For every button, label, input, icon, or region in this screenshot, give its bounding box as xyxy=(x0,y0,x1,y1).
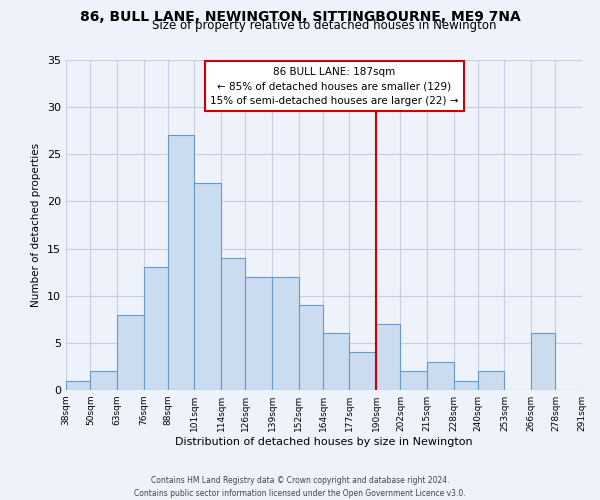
Bar xyxy=(427,362,454,390)
Bar xyxy=(478,371,505,390)
Bar xyxy=(221,258,245,390)
Bar xyxy=(66,380,91,390)
Text: 86, BULL LANE, NEWINGTON, SITTINGBOURNE, ME9 7NA: 86, BULL LANE, NEWINGTON, SITTINGBOURNE,… xyxy=(80,10,520,24)
Bar xyxy=(376,324,400,390)
Bar xyxy=(349,352,376,390)
Bar xyxy=(91,371,117,390)
Bar xyxy=(272,277,299,390)
Title: Size of property relative to detached houses in Newington: Size of property relative to detached ho… xyxy=(152,20,496,32)
Bar xyxy=(143,268,168,390)
Bar xyxy=(299,305,323,390)
Bar xyxy=(323,334,349,390)
Bar xyxy=(168,136,194,390)
Text: 86 BULL LANE: 187sqm
← 85% of detached houses are smaller (129)
15% of semi-deta: 86 BULL LANE: 187sqm ← 85% of detached h… xyxy=(210,66,458,106)
Bar xyxy=(400,371,427,390)
Text: Contains HM Land Registry data © Crown copyright and database right 2024.
Contai: Contains HM Land Registry data © Crown c… xyxy=(134,476,466,498)
Bar xyxy=(194,182,221,390)
Bar xyxy=(245,277,272,390)
Y-axis label: Number of detached properties: Number of detached properties xyxy=(31,143,41,307)
Bar xyxy=(454,380,478,390)
Bar xyxy=(531,334,556,390)
X-axis label: Distribution of detached houses by size in Newington: Distribution of detached houses by size … xyxy=(175,437,473,447)
Bar xyxy=(117,314,143,390)
